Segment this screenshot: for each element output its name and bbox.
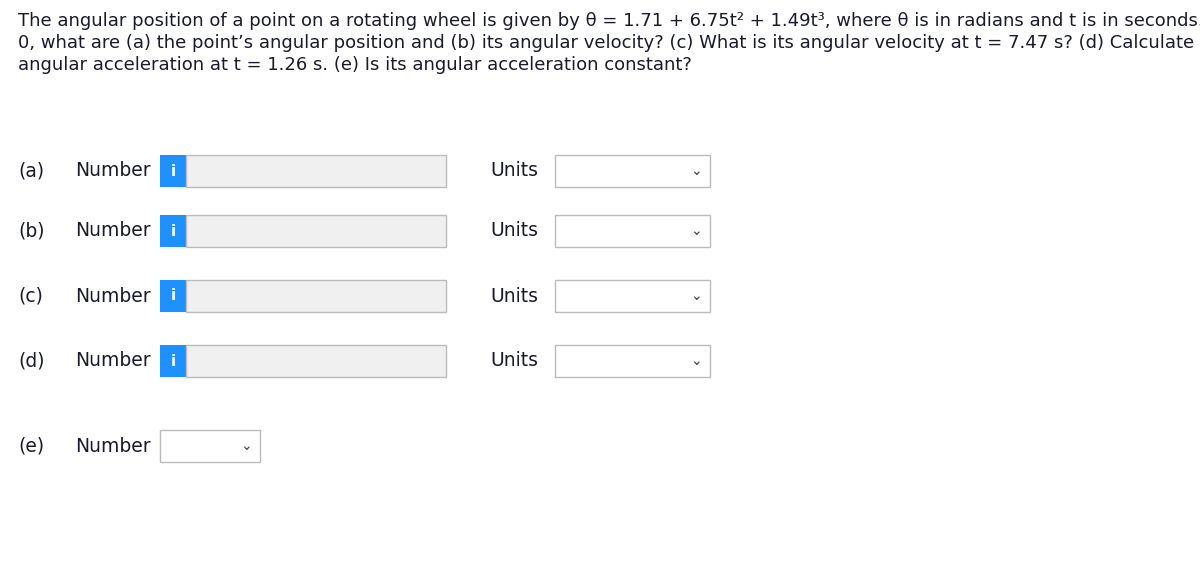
Text: i: i xyxy=(170,289,175,304)
FancyBboxPatch shape xyxy=(554,280,710,312)
Text: (a): (a) xyxy=(18,162,44,181)
Text: (d): (d) xyxy=(18,351,44,370)
Text: Units: Units xyxy=(490,351,538,370)
Text: Units: Units xyxy=(490,162,538,181)
FancyBboxPatch shape xyxy=(160,155,186,187)
Text: ⌄: ⌄ xyxy=(690,164,702,178)
Text: i: i xyxy=(170,354,175,369)
Text: Number: Number xyxy=(74,351,151,370)
Text: i: i xyxy=(170,163,175,178)
Text: Number: Number xyxy=(74,162,151,181)
Text: Units: Units xyxy=(490,221,538,240)
FancyBboxPatch shape xyxy=(160,215,186,247)
FancyBboxPatch shape xyxy=(186,280,446,312)
Text: Units: Units xyxy=(490,286,538,305)
FancyBboxPatch shape xyxy=(186,215,446,247)
Text: i: i xyxy=(170,224,175,239)
Text: The angular position of a point on a rotating wheel is given by θ = 1.71 + 6.75t: The angular position of a point on a rot… xyxy=(18,12,1200,30)
Text: (c): (c) xyxy=(18,286,43,305)
Text: ⌄: ⌄ xyxy=(240,439,252,453)
Text: Number: Number xyxy=(74,221,151,240)
Text: angular acceleration at t = 1.26 s. (e) Is its angular acceleration constant?: angular acceleration at t = 1.26 s. (e) … xyxy=(18,56,692,74)
FancyBboxPatch shape xyxy=(186,155,446,187)
Text: ⌄: ⌄ xyxy=(690,354,702,368)
Text: (e): (e) xyxy=(18,436,44,455)
Text: (b): (b) xyxy=(18,221,44,240)
FancyBboxPatch shape xyxy=(160,280,186,312)
FancyBboxPatch shape xyxy=(554,345,710,377)
Text: Number: Number xyxy=(74,286,151,305)
FancyBboxPatch shape xyxy=(554,155,710,187)
Text: ⌄: ⌄ xyxy=(690,289,702,303)
FancyBboxPatch shape xyxy=(186,345,446,377)
FancyBboxPatch shape xyxy=(160,345,186,377)
Text: 0, what are (a) the point’s angular position and (b) its angular velocity? (c) W: 0, what are (a) the point’s angular posi… xyxy=(18,34,1200,52)
Text: ⌄: ⌄ xyxy=(690,224,702,238)
Text: Number: Number xyxy=(74,436,151,455)
FancyBboxPatch shape xyxy=(554,215,710,247)
FancyBboxPatch shape xyxy=(160,430,260,462)
